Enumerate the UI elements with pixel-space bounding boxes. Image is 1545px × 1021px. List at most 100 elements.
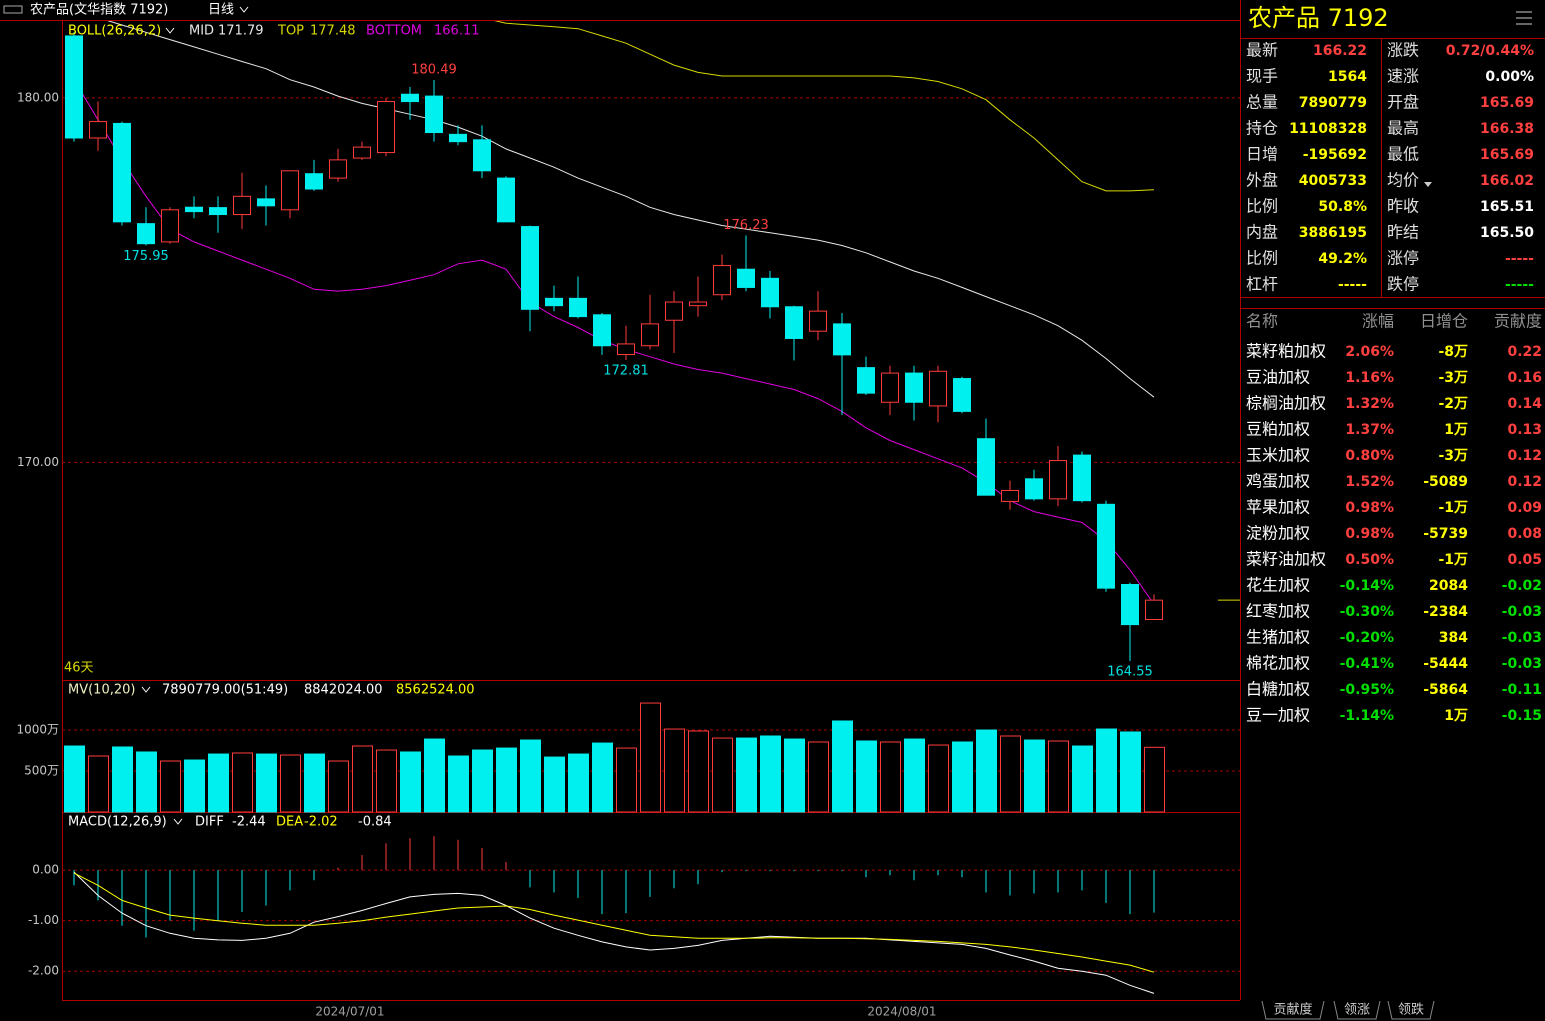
- quote-value: 11108328: [1289, 121, 1367, 137]
- candle-body: [569, 297, 587, 318]
- component-cell: -5089: [1423, 474, 1468, 490]
- column-header: 名称: [1246, 312, 1278, 331]
- component-cell: -0.20%: [1340, 630, 1394, 646]
- indicator-chevron[interactable]: [165, 27, 175, 34]
- candle-body: [1097, 503, 1115, 589]
- volume-bar: [64, 745, 85, 813]
- candle-body: [185, 206, 203, 213]
- macd-line: [73, 872, 1155, 973]
- tab[interactable]: 贡献度: [1273, 1002, 1312, 1018]
- component-cell: 1.52%: [1345, 474, 1394, 490]
- boll-line: [73, 79, 1155, 605]
- component-cell: 1万: [1444, 422, 1468, 438]
- component-cell: -5864: [1423, 682, 1468, 698]
- window-title: 农产品(文华指数 7192): [30, 3, 168, 18]
- candle-body: [881, 372, 899, 403]
- volume-bar: [184, 759, 205, 813]
- component-cell: 384: [1439, 630, 1468, 646]
- legend-value: -2.02: [304, 815, 338, 830]
- volume-bar: [160, 760, 181, 813]
- volume-bar: [328, 760, 349, 813]
- quote-label: 最高: [1387, 119, 1419, 138]
- candle-body: [281, 170, 299, 211]
- quote-label: 最新: [1246, 41, 1278, 60]
- volume-bar: [736, 737, 757, 813]
- volume-bar: [952, 741, 973, 813]
- candle-body: [89, 121, 107, 139]
- component-cell: 鸡蛋加权: [1246, 472, 1310, 491]
- candle-body: [713, 265, 731, 296]
- high-label: 176.23: [723, 218, 769, 233]
- quote-value: -----: [1338, 277, 1367, 293]
- candle-body: [1001, 489, 1019, 502]
- component-cell: 2084: [1429, 578, 1468, 594]
- component-cell: -0.30%: [1340, 604, 1394, 620]
- candle-body: [905, 372, 923, 403]
- candle-body: [953, 378, 971, 412]
- component-cell: -0.02: [1502, 578, 1542, 594]
- volume-bar: [400, 751, 421, 813]
- candle-body: [785, 306, 803, 339]
- component-cell: -1万: [1438, 552, 1468, 568]
- component-cell: 白糖加权: [1246, 680, 1310, 699]
- volume-bar: [856, 740, 877, 813]
- component-cell: -5444: [1423, 656, 1468, 672]
- period-chevron[interactable]: [239, 6, 249, 13]
- component-cell: 1.32%: [1345, 396, 1394, 412]
- component-cell: -8万: [1438, 344, 1468, 360]
- y-tick-label: 500万: [24, 764, 59, 778]
- quote-label: 总量: [1246, 93, 1278, 112]
- quote-label: 昨收: [1387, 197, 1419, 216]
- tab[interactable]: 领跌: [1398, 1002, 1424, 1018]
- candle-body: [641, 323, 659, 347]
- indicator-chevron[interactable]: [173, 818, 183, 825]
- avg-dropdown[interactable]: [1424, 182, 1432, 187]
- x-tick-label: 2024/07/01: [315, 1005, 384, 1019]
- component-cell: 0.80%: [1345, 448, 1394, 464]
- legend-value: -2.44: [232, 815, 266, 830]
- low-label: 175.95: [123, 249, 169, 264]
- quote-value: 166.02: [1480, 173, 1534, 189]
- tab-frame[interactable]: [1333, 1000, 1381, 1020]
- indicator-chevron[interactable]: [141, 686, 151, 693]
- candle-body: [593, 314, 611, 347]
- tab-frame[interactable]: [1387, 1000, 1435, 1020]
- candle-body: [1025, 478, 1043, 500]
- component-cell: 0.98%: [1345, 526, 1394, 542]
- volume-bar: [568, 753, 589, 813]
- candle-body: [689, 301, 707, 307]
- volume-bar: [112, 746, 133, 813]
- candle-body: [233, 195, 251, 216]
- candle-body: [737, 268, 755, 288]
- candle-body: [329, 159, 347, 179]
- component-cell: 0.05: [1507, 552, 1542, 568]
- component-cell: 豆粕加权: [1246, 420, 1310, 439]
- volume-bar: [880, 741, 901, 813]
- candle-body: [401, 93, 419, 103]
- volume-bar: [904, 738, 925, 813]
- component-cell: 红枣加权: [1246, 602, 1310, 621]
- candle-body: [1121, 584, 1139, 626]
- component-cell: 0.22: [1507, 344, 1542, 360]
- chart-title: MACD(12,26,9): [68, 815, 167, 830]
- legend-name: DIFF: [195, 815, 224, 830]
- tab[interactable]: 领涨: [1344, 1003, 1370, 1018]
- boll-line: [494, 21, 1155, 192]
- period-selector[interactable]: 日线: [208, 3, 234, 18]
- volume-bar: [304, 753, 325, 813]
- quote-value: 7890779: [1299, 95, 1367, 111]
- candle-body: [833, 323, 851, 356]
- quote-label: 外盘: [1246, 171, 1278, 190]
- volume-bar: [688, 730, 709, 813]
- volume-bar: [640, 702, 661, 813]
- y-tick-label: -2.00: [28, 964, 59, 978]
- y-tick-label: 170.00: [17, 455, 59, 469]
- menu-icon[interactable]: [1516, 11, 1532, 25]
- candle-body: [449, 133, 467, 143]
- volume-legend: 8562524.00: [396, 683, 475, 698]
- component-cell: 棉花加权: [1246, 654, 1310, 673]
- high-label: 180.49: [411, 63, 457, 78]
- tab-frame[interactable]: [1261, 1000, 1325, 1020]
- candle-body: [305, 173, 323, 190]
- chart-title: BOLL(26,26,2): [68, 24, 161, 39]
